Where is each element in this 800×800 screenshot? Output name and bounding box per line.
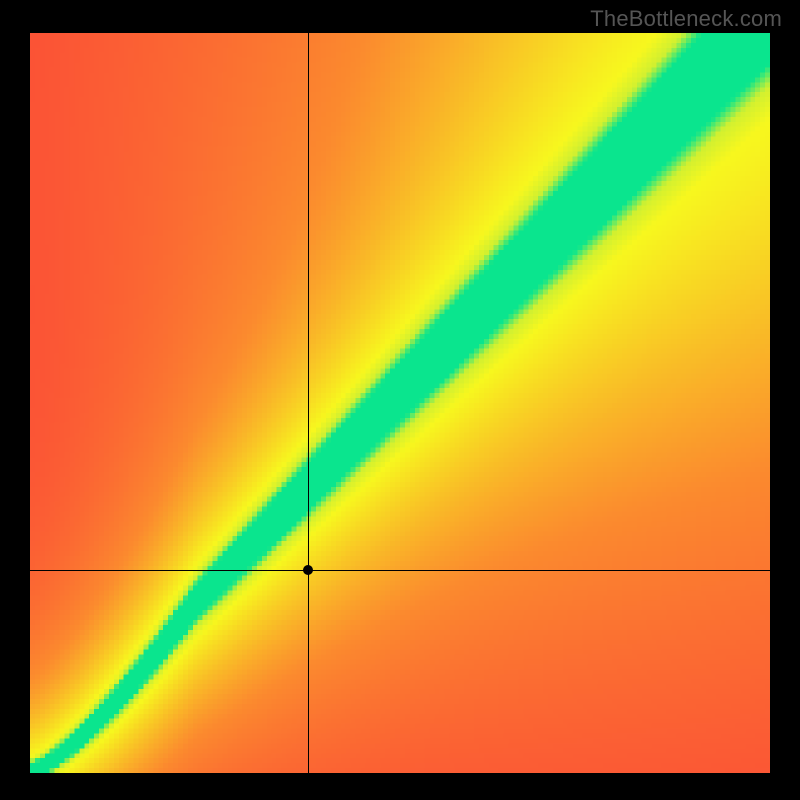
heatmap-canvas (30, 33, 770, 773)
crosshair-marker (303, 565, 313, 575)
crosshair-horizontal (30, 570, 770, 571)
crosshair-vertical (308, 33, 309, 773)
watermark-text: TheBottleneck.com (590, 6, 782, 32)
plot-area (30, 33, 770, 773)
chart-container: TheBottleneck.com (0, 0, 800, 800)
